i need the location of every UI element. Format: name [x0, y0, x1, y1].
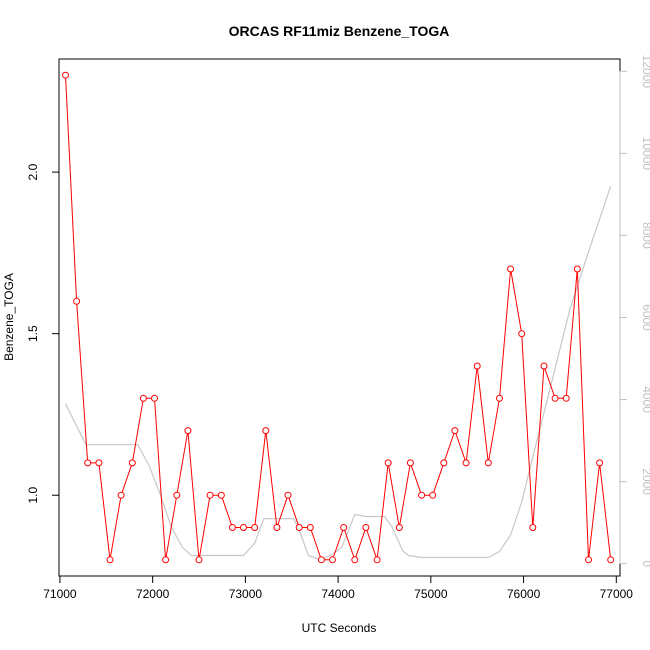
data-point	[384, 459, 392, 467]
data-point	[373, 556, 381, 564]
chart-title: ORCAS RF11miz Benzene_TOGA	[229, 23, 450, 39]
data-point	[95, 459, 103, 467]
x-tick-label: 75000	[414, 587, 448, 601]
data-point	[106, 556, 114, 564]
data-point	[395, 524, 403, 531]
data-point	[440, 459, 448, 467]
data-point	[473, 362, 481, 370]
data-point	[306, 524, 314, 531]
data-point	[84, 459, 92, 467]
y-tick-label: 2.0	[26, 163, 40, 180]
data-point	[351, 556, 359, 564]
data-point	[462, 459, 470, 467]
data-point	[117, 491, 125, 499]
data-point	[184, 427, 192, 435]
y2-tick-label: 6000	[640, 304, 650, 331]
y2-tick-label: 10000	[640, 137, 650, 171]
data-point	[607, 556, 615, 564]
x-tick-label: 72000	[136, 587, 170, 601]
data-point	[295, 524, 303, 531]
data-point	[128, 459, 136, 467]
data-point	[507, 265, 515, 273]
x-tick-label: 76000	[507, 587, 541, 601]
plot-frame	[58, 58, 621, 577]
y2-tick-label: 8000	[640, 222, 650, 249]
primary-series-layer	[62, 71, 615, 564]
data-point	[451, 427, 459, 435]
data-point	[273, 524, 281, 531]
data-point	[418, 491, 426, 499]
x-axis-label: UTC Seconds	[302, 621, 377, 635]
data-point	[484, 459, 492, 467]
data-point	[173, 491, 181, 499]
data-point	[540, 362, 548, 370]
y2-tick-label: 4000	[640, 386, 650, 413]
y-axis-right: 0 2000 4000 6000 8000 10000 12000	[619, 55, 650, 567]
data-point	[429, 491, 437, 499]
data-point	[73, 297, 81, 305]
data-point	[206, 491, 214, 499]
data-point	[139, 394, 147, 402]
data-point	[151, 394, 158, 402]
data-point	[551, 394, 559, 402]
y-tick-label: 1.5	[26, 325, 40, 342]
data-point	[317, 556, 325, 564]
y-axis-left: 1.0 1.5 2.0	[26, 163, 60, 504]
data-point	[195, 556, 203, 564]
data-point	[573, 265, 581, 273]
y-axis-label: Benzene_TOGA	[2, 273, 16, 361]
data-point	[406, 459, 414, 467]
secondary-series-layer	[64, 186, 612, 561]
y2-tick-label: 2000	[640, 468, 650, 495]
data-point	[62, 71, 69, 79]
x-tick-label: 71000	[43, 587, 77, 601]
data-point	[228, 524, 236, 531]
secondary-series-line	[64, 186, 612, 561]
data-point	[329, 556, 336, 564]
data-point	[518, 330, 526, 338]
data-point	[284, 491, 292, 499]
y2-tick-label: 0	[640, 560, 650, 567]
data-point	[217, 491, 225, 499]
data-point	[251, 524, 259, 531]
y-tick-label: 1.0	[26, 487, 40, 504]
data-point	[362, 524, 370, 531]
data-point	[240, 524, 247, 531]
data-point	[596, 459, 604, 467]
x-tick-label: 74000	[321, 587, 355, 601]
data-point	[562, 394, 570, 402]
x-tick-label: 77000	[600, 587, 634, 601]
data-point	[162, 556, 170, 564]
data-point	[496, 394, 503, 402]
data-point	[529, 524, 537, 531]
data-point	[585, 556, 592, 564]
series-line	[65, 75, 612, 562]
x-axis: 71000 72000 73000 74000 75000 76000 77000	[43, 575, 634, 601]
x-tick-label: 73000	[229, 587, 263, 601]
data-point	[340, 524, 348, 531]
data-point	[262, 427, 270, 435]
y2-tick-label: 12000	[640, 55, 650, 89]
